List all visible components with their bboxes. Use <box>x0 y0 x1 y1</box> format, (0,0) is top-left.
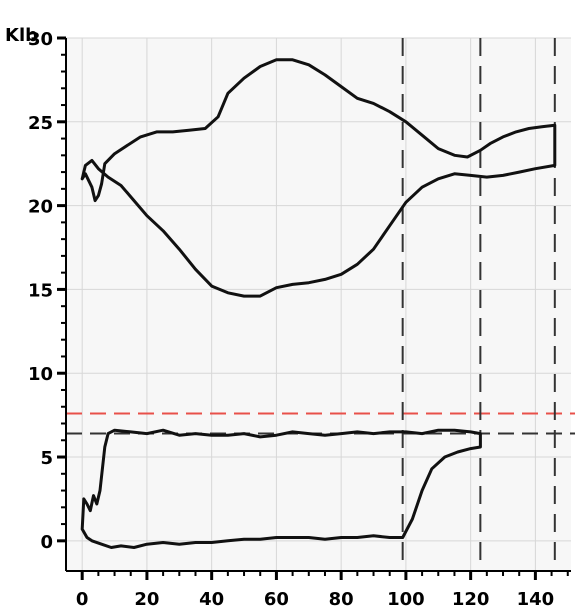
x-tick-label: 100 <box>387 589 425 610</box>
y-tick-label: 15 <box>28 280 53 301</box>
x-tick-label: 80 <box>329 589 354 610</box>
y-tick-label: 10 <box>28 364 53 385</box>
data-series-line-1 <box>80 58 557 298</box>
x-tick-label: 60 <box>264 589 289 610</box>
ticks: 0 5 10 15 20 25 30 0 20 40 60 80 100 120 140 <box>28 29 569 610</box>
y-tick-label: 30 <box>28 29 53 50</box>
y-tick-label: 25 <box>28 113 53 134</box>
y-axis-unit-label: Klb <box>5 25 38 46</box>
x-tick-label: 140 <box>517 589 555 610</box>
data-series-line-2 <box>80 428 482 549</box>
x-tick-label: 40 <box>199 589 224 610</box>
series <box>80 58 557 549</box>
x-tick-label: 20 <box>134 589 159 610</box>
grid <box>66 37 571 571</box>
y-tick-label: 0 <box>40 532 53 553</box>
y-tick-label: 20 <box>28 197 53 218</box>
x-tick-label: 0 <box>76 589 89 610</box>
y-tick-label: 5 <box>40 448 53 469</box>
x-tick-label: 120 <box>452 589 490 610</box>
plot-area <box>66 38 571 571</box>
